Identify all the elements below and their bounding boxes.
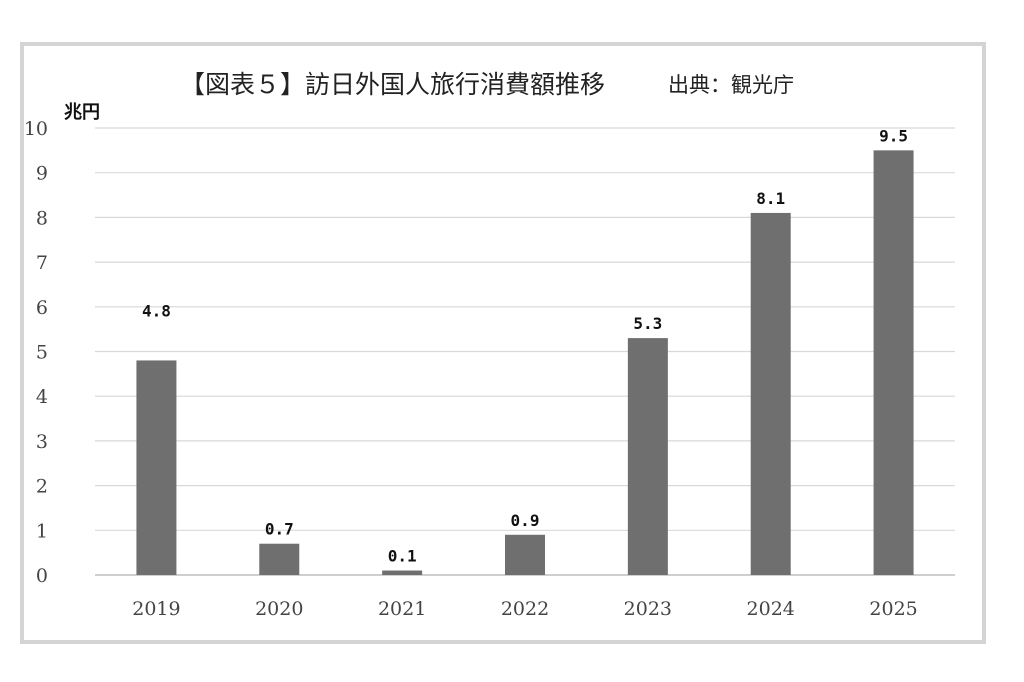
y-tick-label: 8: [36, 207, 48, 229]
chart-frame: [20, 42, 986, 644]
y-tick-label: 4: [36, 386, 48, 408]
chart-source: 出典：観光庁: [668, 73, 794, 97]
bar-2025: [873, 150, 914, 575]
y-tick-label: 0: [36, 565, 48, 587]
x-tick-label: 2025: [869, 598, 917, 620]
y-tick-label: 2: [36, 476, 48, 498]
bar-2021: [382, 570, 423, 575]
data-label: 0.1: [388, 547, 417, 566]
y-tick-label: 10: [24, 118, 48, 140]
chart-title: 【図表５】訪日外国人旅行消費額推移: [180, 70, 605, 99]
x-tick-label: 2021: [378, 598, 426, 620]
x-tick-label: 2023: [624, 598, 672, 620]
bar-2023: [627, 338, 668, 575]
y-tick-label: 3: [36, 431, 48, 453]
y-tick-label: 6: [36, 297, 48, 319]
data-label: 9.5: [879, 126, 908, 145]
y-tick-label: 5: [36, 342, 48, 364]
y-tick-label: 7: [36, 252, 48, 274]
x-tick-label: 2022: [501, 598, 549, 620]
x-tick-label: 2019: [132, 598, 180, 620]
x-tick-label: 2020: [255, 598, 303, 620]
bar-2022: [505, 534, 545, 575]
data-label: 0.7: [265, 520, 294, 539]
data-label: 0.9: [511, 511, 540, 530]
data-label: 8.1: [756, 189, 785, 208]
bar-2019: [136, 360, 177, 575]
y-tick-label: 9: [36, 163, 48, 185]
y-axis-unit: 兆円: [64, 102, 100, 123]
bar-2020: [259, 543, 300, 575]
data-label: 5.3: [633, 314, 662, 333]
y-tick-label: 1: [36, 520, 48, 542]
data-label: 4.8: [142, 301, 171, 320]
x-tick-label: 2024: [747, 598, 795, 620]
bar-2024: [750, 212, 791, 575]
